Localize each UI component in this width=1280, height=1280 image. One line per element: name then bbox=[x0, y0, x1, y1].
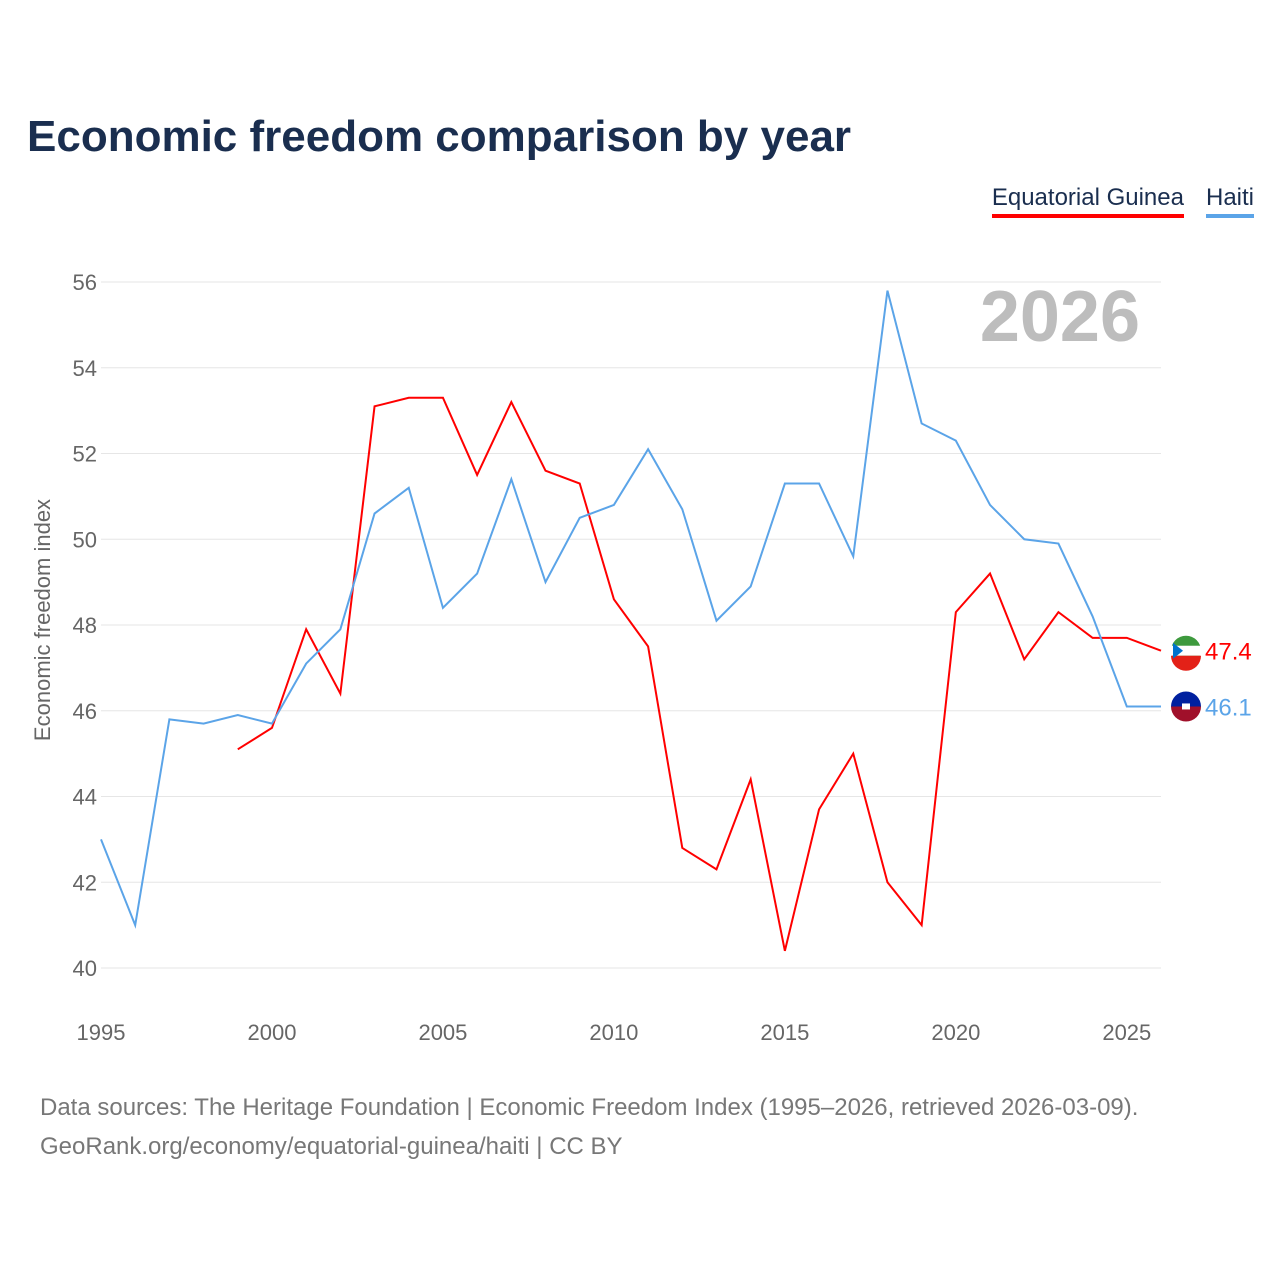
flag-emblem bbox=[1182, 703, 1190, 710]
flag-stripe bbox=[1171, 655, 1201, 671]
source-text: Data sources: The Heritage Foundation | … bbox=[40, 1094, 1139, 1121]
x-tick-label: 2015 bbox=[760, 1020, 809, 1045]
year-watermark: 2026 bbox=[980, 277, 1140, 357]
y-tick-label: 40 bbox=[73, 956, 97, 981]
y-axis-label: Economic freedom index bbox=[30, 499, 55, 741]
source-link[interactable]: GeoRank.org/economy/equatorial-guinea/ha… bbox=[40, 1133, 623, 1160]
end-value-label: 47.4 bbox=[1205, 639, 1252, 666]
legend: Equatorial Guinea Haiti bbox=[991, 184, 1254, 218]
y-tick-label: 56 bbox=[73, 270, 97, 295]
y-tick-label: 42 bbox=[73, 870, 97, 895]
flag-triangle bbox=[1173, 642, 1183, 659]
haiti-flag-icon bbox=[1171, 691, 1201, 707]
x-tick-label: 2000 bbox=[247, 1020, 296, 1045]
end-value-label: 46.1 bbox=[1205, 694, 1252, 721]
y-tick-label: 54 bbox=[73, 356, 97, 381]
y-tick-label: 48 bbox=[73, 613, 97, 638]
flag-stripe bbox=[1171, 706, 1201, 722]
series-line-equatorial-guinea bbox=[237, 396, 1162, 952]
chart-title: Economic freedom comparison by year bbox=[27, 112, 852, 161]
y-tick-label: 46 bbox=[73, 699, 97, 724]
series-line-haiti bbox=[100, 290, 1161, 929]
legend-item-equatorial-guinea[interactable]: Equatorial Guinea bbox=[991, 184, 1184, 218]
x-tick-label: 2020 bbox=[931, 1020, 980, 1045]
y-tick-label: 50 bbox=[73, 527, 97, 552]
y-tick-label: 52 bbox=[73, 442, 97, 467]
x-tick-label: 2005 bbox=[418, 1020, 467, 1045]
flag-stripe bbox=[1171, 645, 1201, 656]
y-tick-label: 44 bbox=[73, 785, 97, 810]
x-tick-label: 2010 bbox=[589, 1020, 638, 1045]
x-tick-label: 2025 bbox=[1102, 1020, 1151, 1045]
x-tick-label: 1995 bbox=[77, 1020, 126, 1045]
footer: Data sources: The Heritage Foundation | … bbox=[40, 1088, 1138, 1166]
legend-item-haiti[interactable]: Haiti bbox=[1205, 184, 1254, 218]
